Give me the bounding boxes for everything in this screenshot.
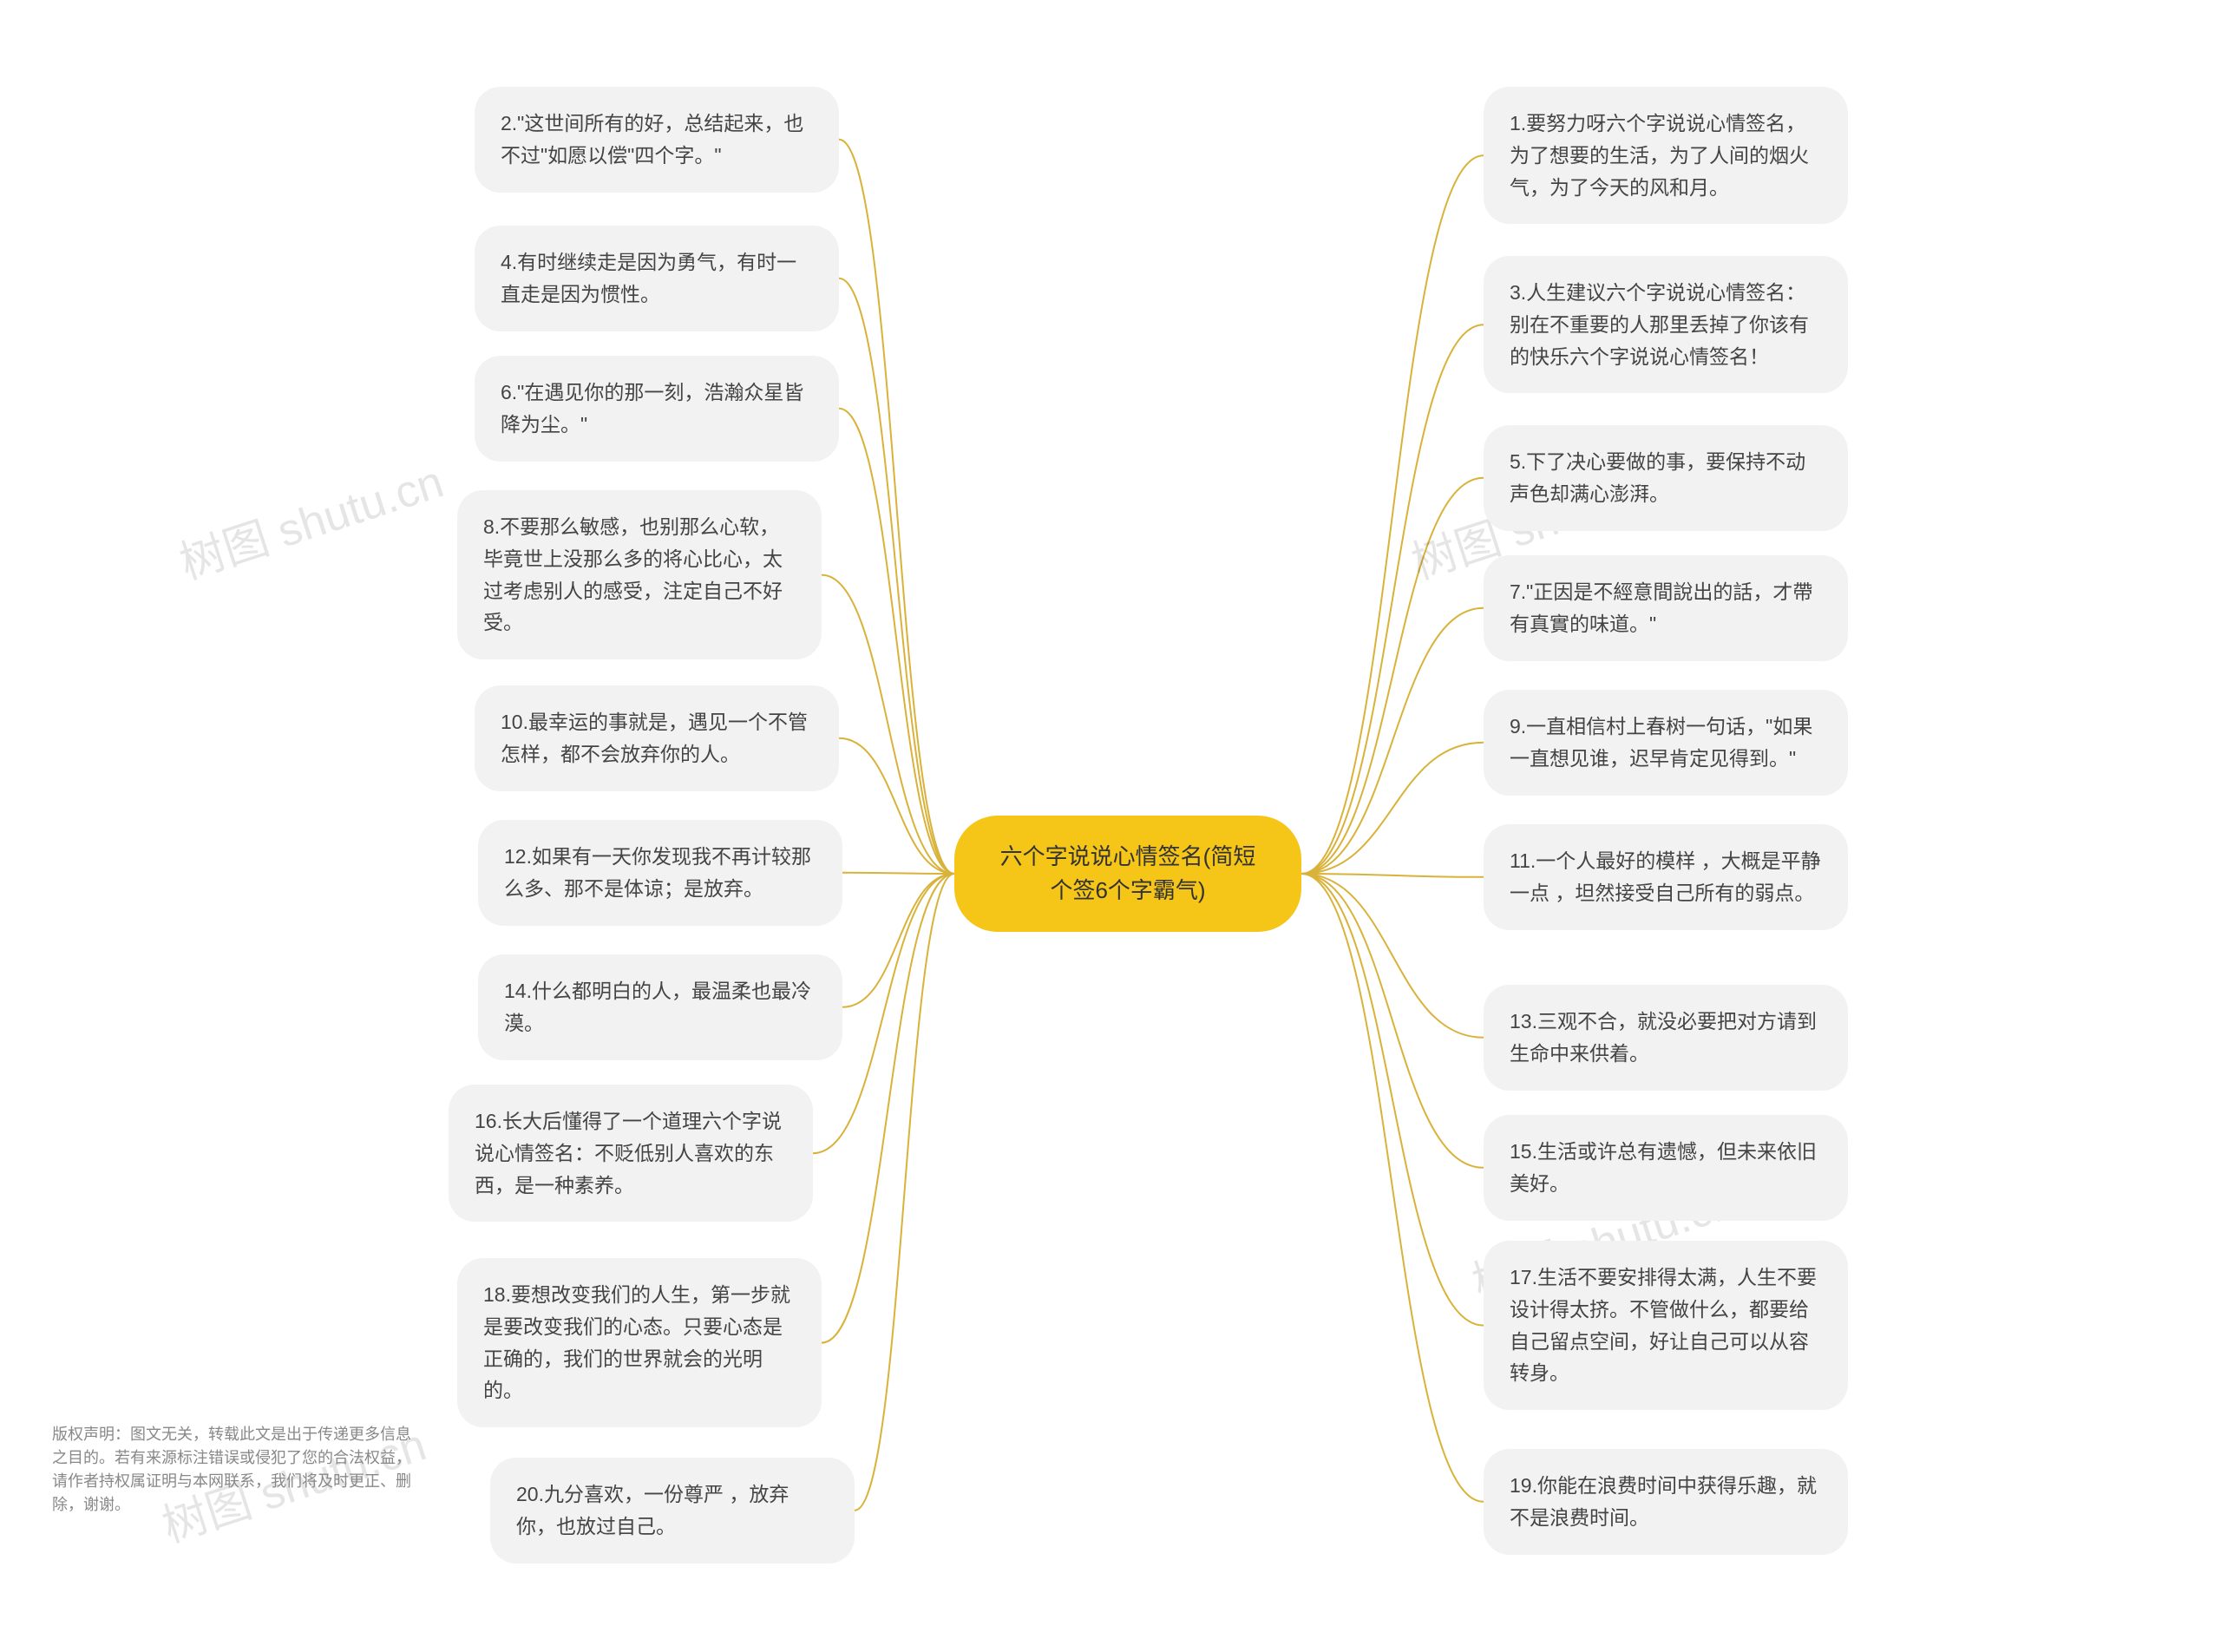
- mindmap-canvas: 六个字说说心情签名(简短个签6个字霸气) 2."这世间所有的好，总结起来，也不过…: [0, 0, 2221, 1652]
- right-node-4: 9.一直相信村上春树一句话，"如果一直想见谁，迟早肯定见得到。": [1484, 690, 1848, 796]
- left-node-1: 4.有时继续走是因为勇气，有时一直走是因为惯性。: [475, 226, 839, 331]
- disclaimer-text: 版权声明：图文无关，转载此文是出于传递更多信息之目的。若有来源标注错误或侵犯了您…: [52, 1423, 425, 1517]
- right-node-7: 15.生活或许总有遗憾，但未来依旧美好。: [1484, 1115, 1848, 1221]
- right-node-3: 7."正因是不經意間說出的話，才帶有真實的味道。": [1484, 555, 1848, 661]
- right-node-2: 5.下了决心要做的事，要保持不动声色却满心澎湃。: [1484, 425, 1848, 531]
- right-node-8: 17.生活不要安排得太满，人生不要设计得太挤。不管做什么，都要给自己留点空间，好…: [1484, 1241, 1848, 1410]
- left-node-6: 14.什么都明白的人，最温柔也最冷漠。: [478, 954, 842, 1060]
- left-node-4: 10.最幸运的事就是，遇见一个不管怎样，都不会放弃你的人。: [475, 685, 839, 791]
- right-node-9: 19.你能在浪费时间中获得乐趣，就不是浪费时间。: [1484, 1449, 1848, 1555]
- left-node-9: 20.九分喜欢，一份尊严 ，放弃你，也放过自己。: [490, 1458, 855, 1564]
- left-node-5: 12.如果有一天你发现我不再计较那么多、那不是体谅；是放弃。: [478, 820, 842, 926]
- left-node-0: 2."这世间所有的好，总结起来，也不过"如愿以偿"四个字。": [475, 87, 839, 193]
- center-node: 六个字说说心情签名(简短个签6个字霸气): [954, 816, 1301, 932]
- left-node-7: 16.长大后懂得了一个道理六个字说说心情签名：不贬低别人喜欢的东西，是一种素养。: [449, 1085, 813, 1222]
- right-node-6: 13.三观不合，就没必要把对方请到生命中来供着。: [1484, 985, 1848, 1091]
- right-node-1: 3.人生建议六个字说说心情签名：别在不重要的人那里丢掉了你该有的快乐六个字说说心…: [1484, 256, 1848, 393]
- left-node-2: 6."在遇见你的那一刻，浩瀚众星皆降为尘。": [475, 356, 839, 462]
- left-node-8: 18.要想改变我们的人生，第一步就是要改变我们的心态。只要心态是正确的，我们的世…: [457, 1258, 822, 1427]
- center-text: 六个字说说心情签名(简短个签6个字霸气): [1000, 843, 1256, 903]
- left-node-3: 8.不要那么敏感，也别那么心软，毕竟世上没那么多的将心比心，太过考虑别人的感受，…: [457, 490, 822, 659]
- right-node-5: 11.一个人最好的模样 ，大概是平静一点 ，坦然接受自己所有的弱点。: [1484, 824, 1848, 930]
- right-node-0: 1.要努力呀六个字说说心情签名，为了想要的生活，为了人间的烟火气，为了今天的风和…: [1484, 87, 1848, 224]
